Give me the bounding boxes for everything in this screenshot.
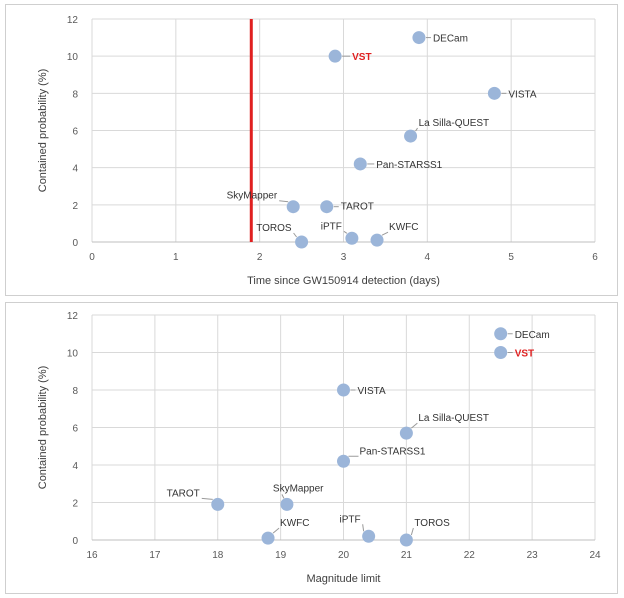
y-tick-label: 0 [72,536,78,547]
x-tick-label: 16 [86,550,98,561]
point-label: SkyMapper [227,191,278,202]
y-tick-label: 10 [67,52,79,63]
y-tick-label: 6 [72,424,78,435]
y-tick-label: 8 [72,386,78,397]
x-tick-label: 0 [89,252,95,263]
scatter-point-toros [295,235,309,249]
point-label: iPTF [340,514,361,525]
y-tick-label: 4 [72,164,78,175]
y-tick-label: 12 [67,311,79,322]
point-label: VISTA [508,89,536,100]
point-label: La Silla-QUEST [418,413,489,424]
label-leader-line [362,524,365,532]
y-tick-label: 10 [67,349,79,360]
x-tick-label: 4 [425,252,431,263]
x-tick-label: 22 [464,550,476,561]
x-tick-label: 3 [341,252,347,263]
scatter-point-decam [494,327,508,341]
scatter-point-tarot [320,200,334,214]
y-axis-title: Contained probability (%) [37,69,49,193]
point-label: DECam [515,330,550,341]
label-leader-line [272,527,280,534]
chart-panel-magnitude: 0 2 4 6 8 10 12 16 17 18 19 20 21 22 23 24 Magnitude lim… [5,302,618,594]
scatter-point-skymapper [280,497,294,511]
x-tick-label: 19 [275,550,287,561]
point-label: TOROS [414,518,450,529]
x-axis-title: Magnitude limit [307,573,381,585]
x-tick-label: 23 [527,550,539,561]
scatter-point-vst [494,346,508,359]
point-label: VISTA [358,386,386,397]
point-label: SkyMapper [273,483,324,494]
point-label: TAROT [341,202,374,213]
scatter-point-kwfc [261,531,275,545]
y-tick-label: 8 [72,89,78,100]
point-label: KWFC [280,518,309,529]
y-tick-label: 6 [72,127,78,138]
point-label: TAROT [167,488,200,499]
point-label: VST [352,52,371,63]
scatter-point-pan-starss1 [337,454,350,468]
scatter-point-pan-starss1 [353,157,367,171]
point-label: KWFC [389,222,418,233]
scatter-point-la-silla-quest [404,129,418,143]
y-axis-title: Contained probability (%) [37,366,49,490]
label-leader-line [279,200,289,203]
scatter-point-tarot [211,497,225,511]
x-tick-label: 20 [338,550,350,561]
y-tick-label: 2 [72,499,78,510]
x-tick-label: 1 [173,252,179,263]
x-tick-label: 24 [589,550,601,561]
scatter-point-vista [487,86,501,100]
scatter-point-decam [412,31,426,45]
scatter-point-kwfc [370,233,384,247]
label-leader-line [281,494,285,499]
label-leader-line [343,230,348,234]
label-leader-line [415,127,418,132]
x-tick-label: 6 [592,252,598,263]
y-tick-label: 12 [67,15,79,26]
label-leader-line [411,422,418,429]
y-tick-label: 0 [72,238,78,249]
point-label: Pan-STARSS1 [376,160,442,171]
scatter-point-vista [337,383,350,397]
scatter-point-toros [399,533,413,547]
x-axis-title: Time since GW150914 detection (days) [247,275,440,287]
point-label: TOROS [256,223,292,234]
x-tick-label: 21 [401,550,413,561]
chart-panel-time: 0 2 4 6 8 10 12 0 1 2 3 4 5 6 Time since GW150914 dete… [5,4,618,296]
point-label: DECam [433,34,468,45]
x-tick-label: 5 [508,252,514,263]
point-label: La Silla-QUEST [419,118,490,129]
label-leader-line [201,497,213,500]
y-tick-label: 2 [72,201,78,212]
label-leader-line [293,232,297,238]
label-leader-line [381,231,389,236]
label-leader-line [410,527,414,536]
scatter-point-la-silla-quest [399,426,413,440]
scatter-point-iptf [345,231,359,245]
scatter-point-skymapper [286,200,300,214]
point-label: VST [515,349,534,360]
y-tick-label: 4 [72,461,78,472]
x-tick-label: 18 [212,550,224,561]
scatter-point-iptf [362,529,376,543]
point-label: iPTF [321,221,342,232]
x-tick-label: 17 [149,550,161,561]
point-label: Pan-STARSS1 [360,446,426,457]
x-tick-label: 2 [257,252,263,263]
scatter-point-vst [328,49,342,63]
